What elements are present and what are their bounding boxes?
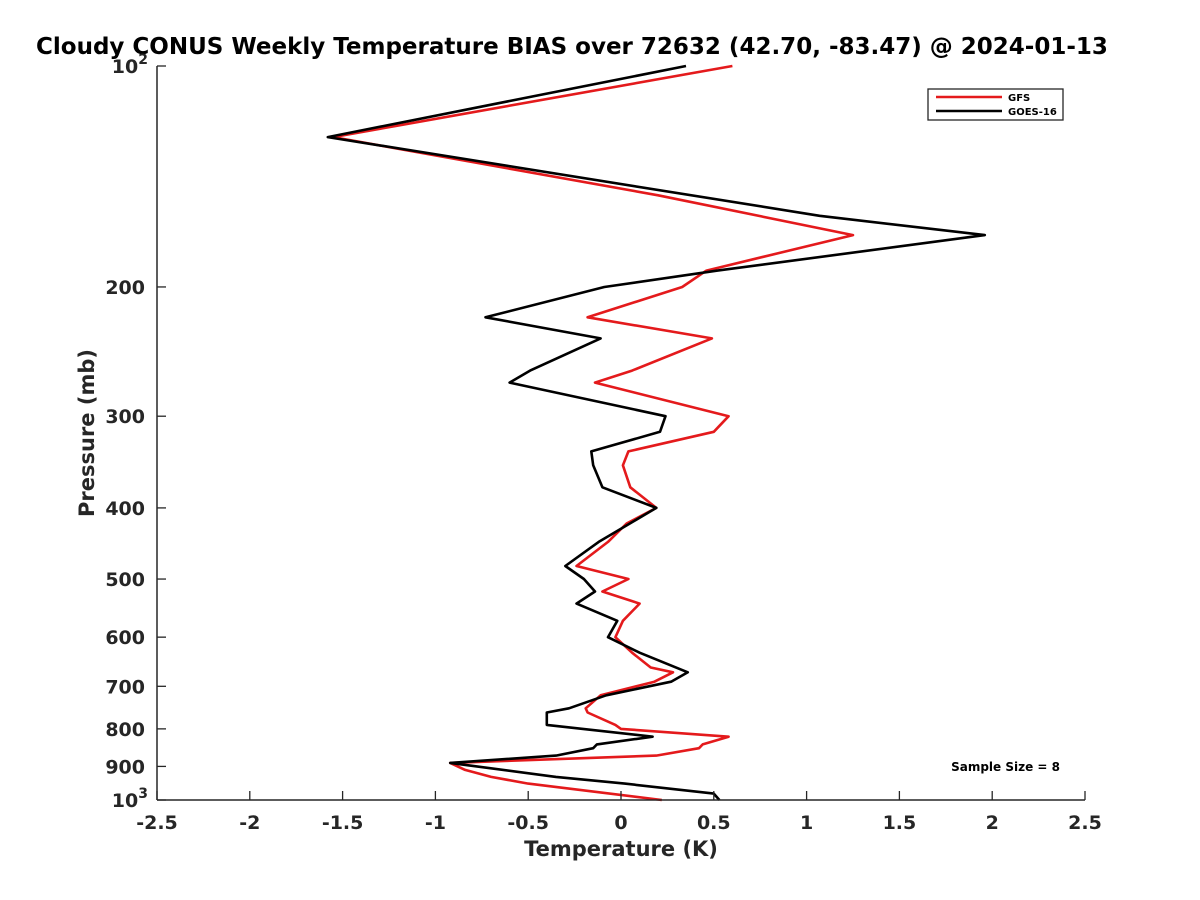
y-tick-label: 103 — [112, 786, 148, 812]
x-tick-label: 1 — [800, 812, 813, 834]
y-tick-label: 200 — [105, 277, 145, 299]
x-tick-label: 1.5 — [883, 812, 917, 834]
legend: GFS GOES-16 — [927, 88, 1064, 121]
chart-title: Cloudy CONUS Weekly Temperature BIAS ove… — [36, 34, 1108, 60]
y-tick-label: 102 — [112, 52, 148, 78]
y-tick-label: 600 — [105, 627, 145, 649]
series-line-gfs — [331, 64, 855, 802]
sample-size-annotation: Sample Size = 8 — [951, 760, 1060, 774]
y-tick-label: 800 — [105, 719, 145, 741]
x-tick-label: -1 — [425, 812, 446, 834]
x-tick-label: -0.5 — [507, 812, 549, 834]
legend-label-goes16: GOES-16 — [1008, 107, 1057, 118]
x-axis-label: Temperature (K) — [524, 837, 718, 861]
legend-box — [927, 88, 1064, 121]
x-tick-label: -2.5 — [136, 812, 178, 834]
y-axis-label: Pressure (mb) — [75, 349, 99, 517]
y-tick-label: 900 — [105, 756, 145, 778]
x-ticks: -2.5 -2 -1.5 -1 -0.5 0 0.5 1 1.5 2 2.5 — [136, 791, 1102, 834]
x-tick-label: 2 — [986, 812, 999, 834]
y-tick-label: 700 — [105, 676, 145, 698]
x-tick-label: 0.5 — [697, 812, 731, 834]
series-layer — [326, 64, 987, 802]
x-tick-label: -2 — [239, 812, 260, 834]
series-line-goes16 — [326, 64, 987, 801]
y-tick-label: 300 — [105, 406, 145, 428]
x-tick-label: 2.5 — [1068, 812, 1102, 834]
x-tick-label: 0 — [614, 812, 627, 834]
y-ticks: 102 200 300 400 500 600 700 800 900 103 — [105, 52, 166, 812]
plot-area — [156, 64, 1085, 802]
y-tick-label: 500 — [105, 569, 145, 591]
x-tick-label: -1.5 — [322, 812, 364, 834]
legend-label-gfs: GFS — [1008, 93, 1030, 104]
y-tick-label: 400 — [105, 498, 145, 520]
